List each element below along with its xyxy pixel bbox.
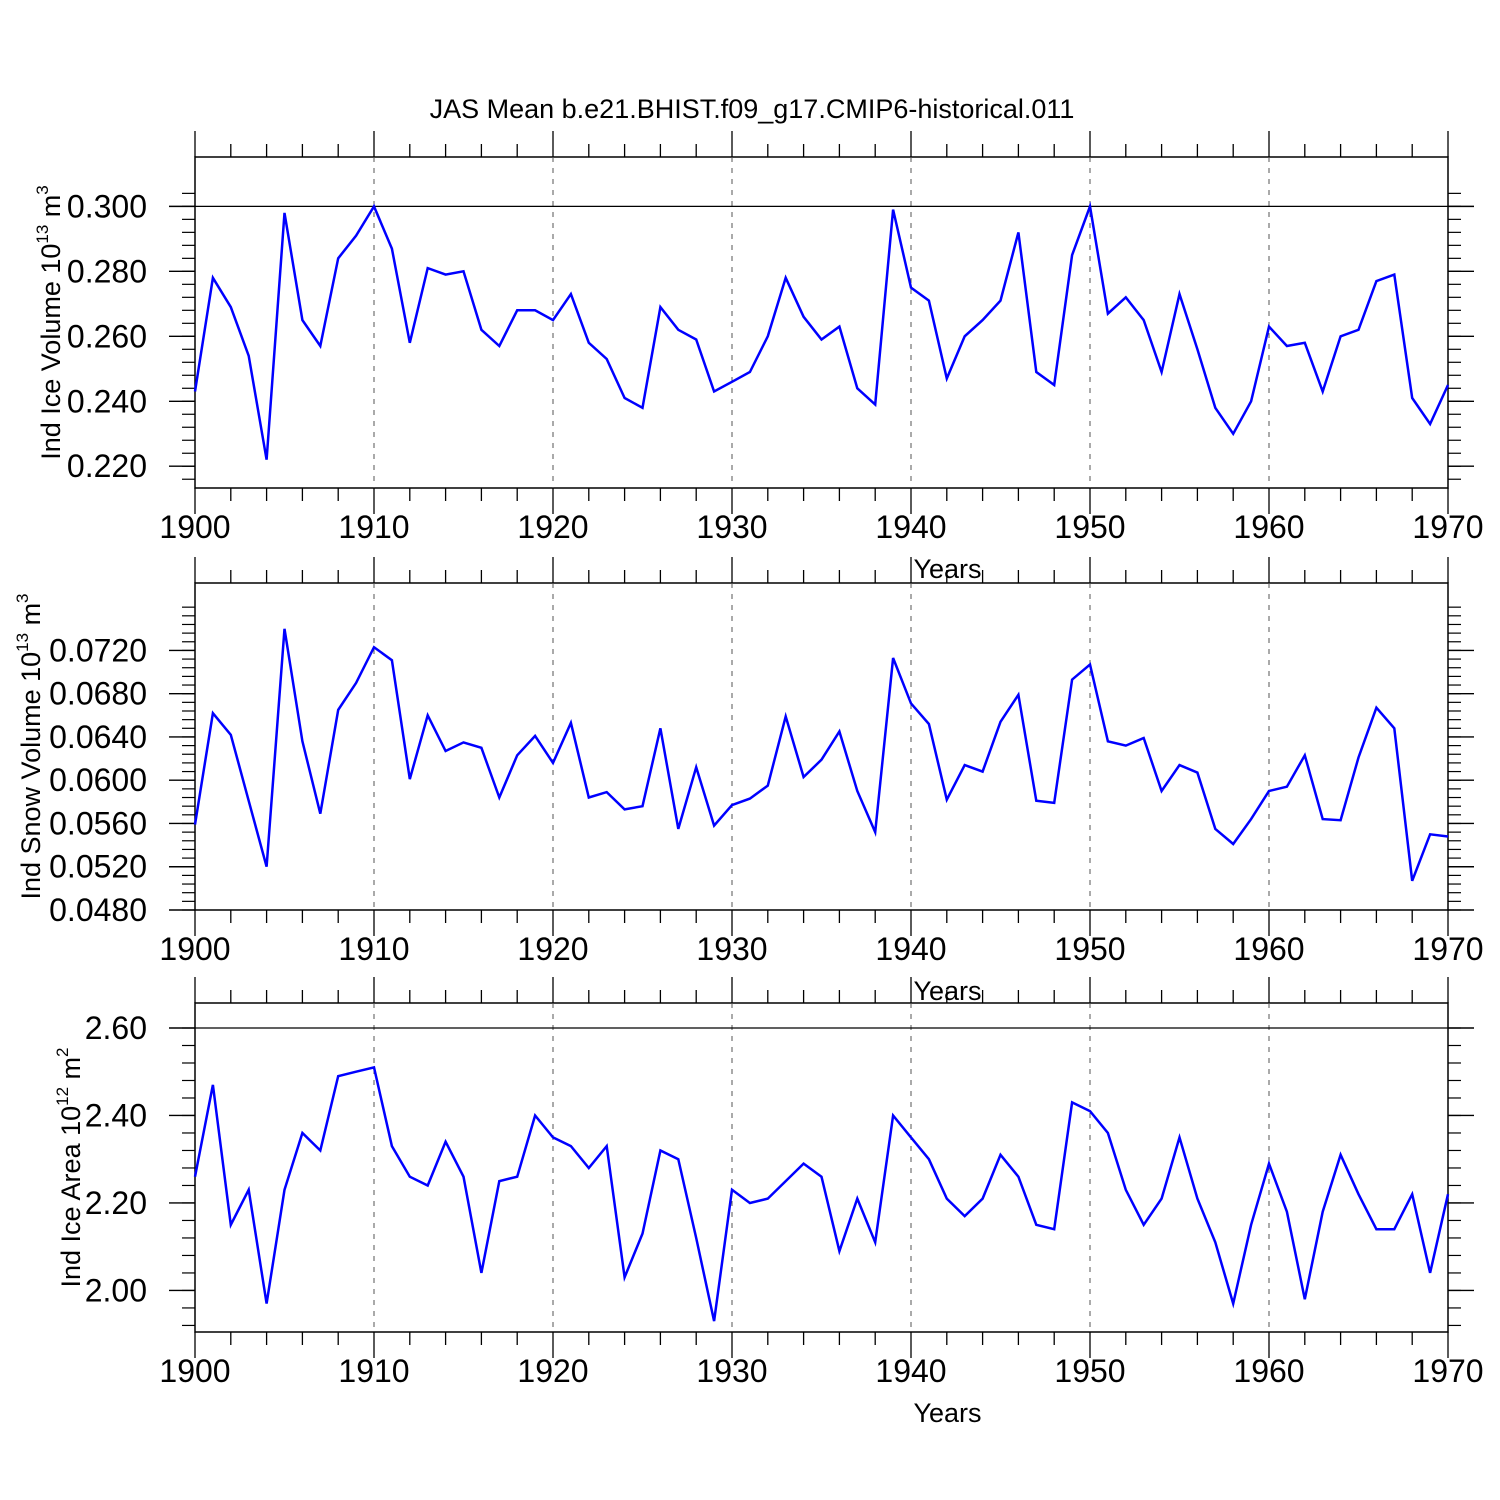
y-axis-label-unit: m: [36, 195, 66, 225]
chart-title: JAS Mean b.e21.BHIST.f09_g17.CMIP6-histo…: [430, 94, 1075, 124]
x-tick-label: 1930: [696, 1353, 767, 1389]
y-tick-label: 0.0480: [49, 892, 147, 928]
y-tick-label: 2.00: [85, 1272, 147, 1308]
y-tick-label: 0.220: [67, 448, 147, 484]
x-tick-label: 1920: [517, 509, 588, 545]
x-tick-label: 1910: [338, 509, 409, 545]
series-line-1: [193, 628, 1449, 882]
x-tick-label: 1970: [1412, 931, 1483, 967]
x-tick-label: 1900: [159, 509, 230, 545]
x-tick-label: 1970: [1412, 1353, 1483, 1389]
series-line-1: [193, 1065, 1450, 1322]
y-axis-label-unit-exponent: 3: [13, 593, 32, 602]
y-tick-label: 0.0520: [49, 849, 147, 885]
series-line-1: [193, 201, 1450, 460]
panel-2: 1900 1910 1920 1930 1940 1950 1960 1970 Years 0.0…: [13, 557, 1484, 1006]
y-axis-label-base: Ind Ice Volume 10: [36, 244, 66, 460]
x-tick-label: 1950: [1054, 931, 1125, 967]
x-tick-label: 1950: [1054, 1353, 1125, 1389]
y-axis-label-base: Ind Ice Area 10: [56, 1106, 86, 1288]
plot-frame: [194, 1002, 1449, 1333]
x-tick-label: 1900: [159, 931, 230, 967]
y-axis-label-unit-exponent: 3: [33, 185, 52, 194]
panel-1: 1900 1910 1920 1930 1940 1950 1960 1970 Years 0.2…: [33, 131, 1484, 584]
y-axis-label-exponent: 13: [13, 633, 32, 652]
x-tick-label: 1930: [696, 931, 767, 967]
y-tick-label: 0.240: [67, 383, 147, 419]
x-tick-label: 1960: [1233, 509, 1304, 545]
x-axis-label: Years: [913, 976, 981, 1006]
y-axis-label-unit: m: [56, 1057, 86, 1087]
x-tick-label: 1920: [517, 1353, 588, 1389]
y-tick-label: 0.0640: [49, 719, 147, 755]
y-axis-label: Ind Snow Volume 1013 m3: [13, 593, 46, 899]
y-axis-label-exponent: 12: [53, 1087, 72, 1106]
y-tick-label: 0.0720: [49, 632, 147, 668]
x-tick-label: 1940: [875, 931, 946, 967]
x-axis-label: Years: [913, 1398, 981, 1428]
x-tick-label: 1950: [1054, 509, 1125, 545]
y-tick-label: 2.20: [85, 1185, 147, 1221]
y-tick-label: 2.40: [85, 1097, 147, 1133]
y-tick-label: 0.260: [67, 318, 147, 354]
y-axis-label-unit-exponent: 2: [53, 1047, 72, 1056]
x-tick-label: 1940: [875, 509, 946, 545]
y-tick-label: 0.280: [67, 253, 147, 289]
y-axis-label: Ind Ice Volume 1013 m3: [33, 185, 66, 460]
y-axis-label-base: Ind Snow Volume 10: [16, 652, 46, 900]
y-axis-label: Ind Ice Area 1012 m2: [53, 1047, 86, 1287]
x-tick-label: 1920: [517, 931, 588, 967]
x-tick-label: 1970: [1412, 509, 1483, 545]
panels: 1900 1910 1920 1930 1940 1950 1960 1970 Years 0.2…: [13, 131, 1484, 1428]
plot-frame: [194, 156, 1449, 489]
x-tick-label: 1960: [1233, 931, 1304, 967]
x-tick-label: 1940: [875, 1353, 946, 1389]
panel-3: 1900 1910 1920 1930 1940 1950 1960 1970 Years 2.0…: [53, 977, 1484, 1428]
x-tick-label: 1900: [159, 1353, 230, 1389]
y-axis-label-exponent: 13: [33, 225, 52, 244]
y-tick-label: 0.0560: [49, 805, 147, 841]
x-tick-label: 1910: [338, 931, 409, 967]
y-axis-label-unit: m: [16, 603, 46, 633]
x-tick-label: 1960: [1233, 1353, 1304, 1389]
y-tick-label: 0.0600: [49, 762, 147, 798]
x-axis-label: Years: [913, 554, 981, 584]
plot-frame: [194, 582, 1449, 911]
y-tick-label: 2.60: [85, 1010, 147, 1046]
y-tick-label: 0.300: [67, 188, 147, 224]
x-tick-label: 1930: [696, 509, 767, 545]
y-tick-label: 0.0680: [49, 676, 147, 712]
x-tick-label: 1910: [338, 1353, 409, 1389]
